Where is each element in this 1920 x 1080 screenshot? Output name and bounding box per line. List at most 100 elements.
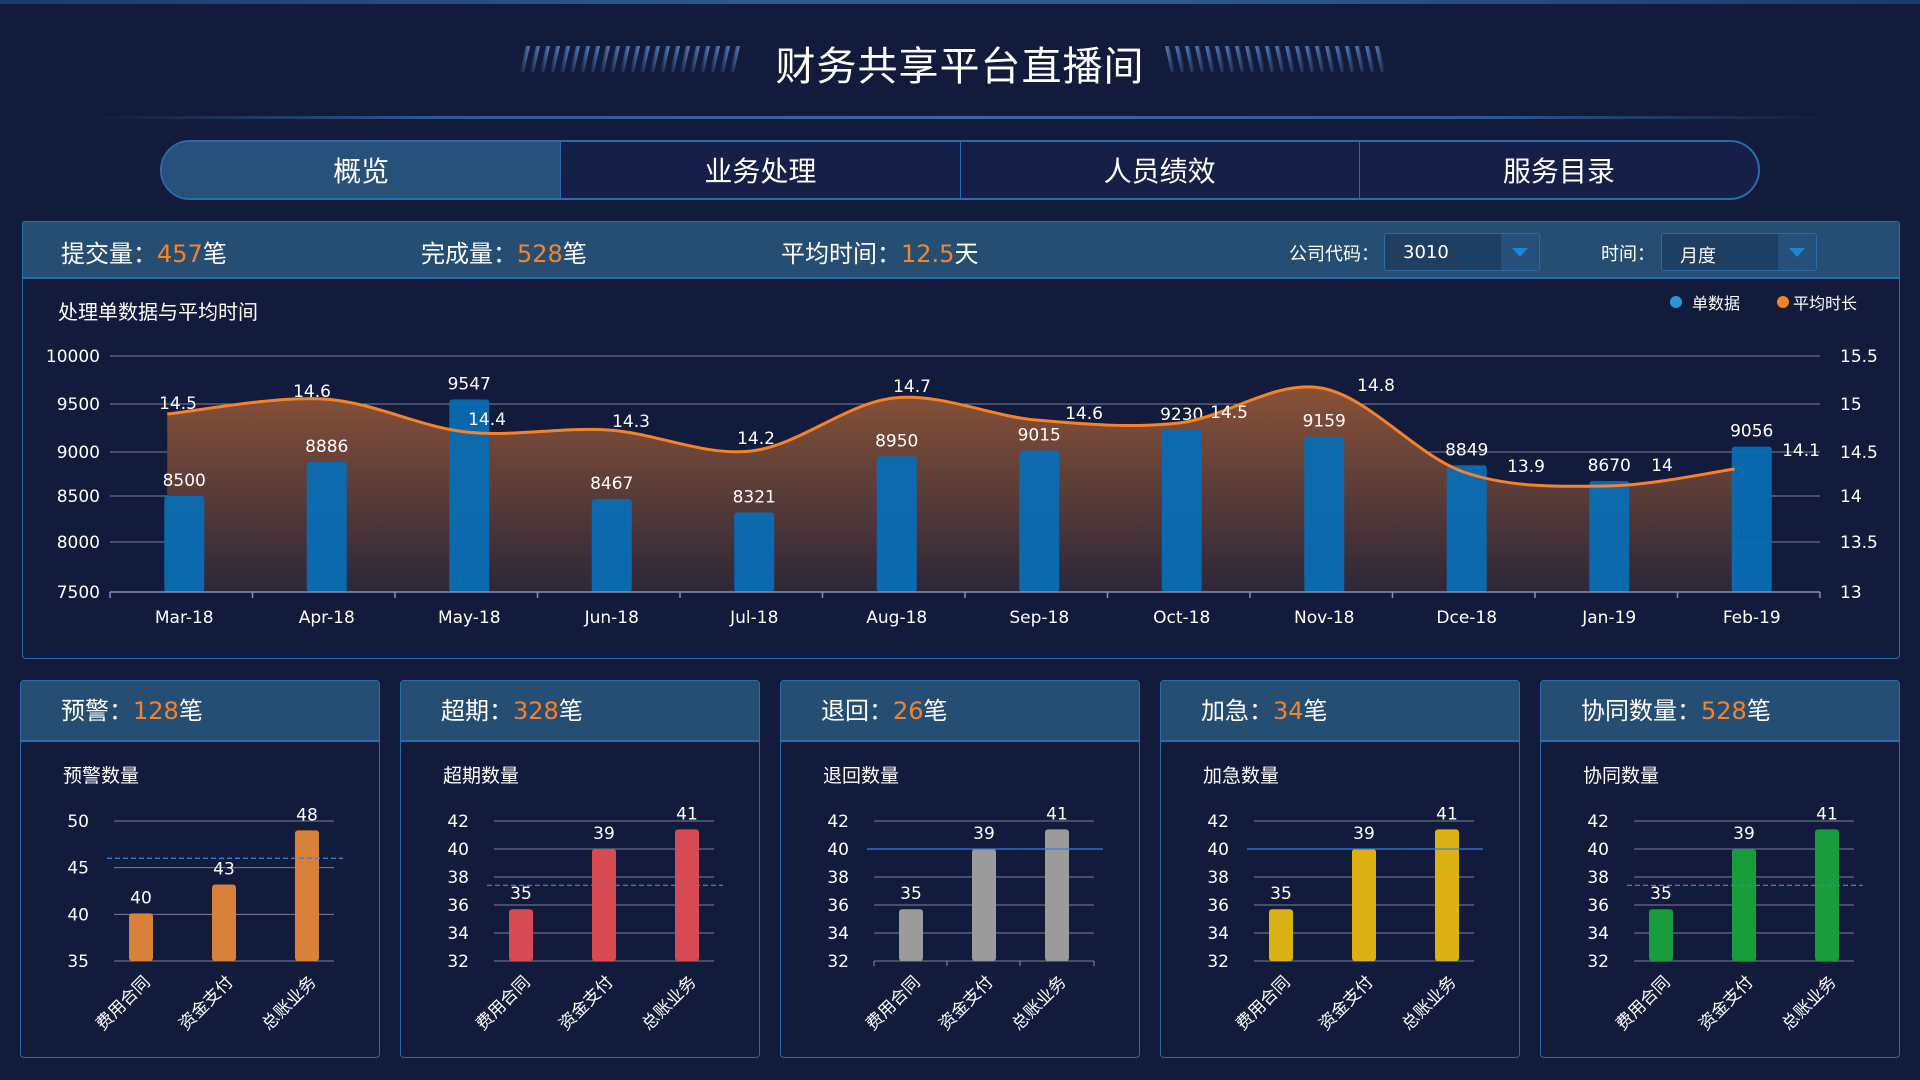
bar-orders[interactable] bbox=[734, 512, 775, 592]
metric-card: 超期：328笔 超期数量 32 34 36 38 40 42 35 费用合同 39 资金支付 41 总账业… bbox=[400, 680, 760, 1058]
y-tick-label: 32 bbox=[1587, 952, 1609, 972]
bar[interactable] bbox=[1649, 909, 1673, 961]
bar-orders[interactable] bbox=[876, 456, 917, 592]
line-value-label: 14.6 bbox=[293, 382, 331, 402]
y-tick-label: 34 bbox=[827, 924, 849, 944]
y-left-tick-label: 8500 bbox=[57, 487, 100, 507]
tab-staff-performance[interactable]: 人员绩效 bbox=[959, 142, 1359, 198]
y-tick-label: 38 bbox=[447, 868, 469, 888]
bar-value-label: 41 bbox=[1436, 804, 1458, 824]
stat-label: 提交量： bbox=[61, 240, 157, 268]
y-tick-label: 38 bbox=[1587, 868, 1609, 888]
bar-value-label: 48 bbox=[296, 805, 318, 825]
x-axis-label: Oct-18 bbox=[1153, 608, 1210, 628]
x-axis-label: Nov-18 bbox=[1294, 608, 1355, 628]
card-value: 528 bbox=[1701, 697, 1747, 725]
chevron-down-icon bbox=[1512, 247, 1528, 257]
bar-orders[interactable] bbox=[1731, 446, 1772, 592]
bar-orders[interactable] bbox=[591, 499, 632, 592]
company-code-value: 3010 bbox=[1403, 242, 1449, 263]
y-tick-label: 42 bbox=[827, 812, 849, 832]
x-axis-label: 费用合同 bbox=[92, 972, 154, 1034]
legend-dot-orange-icon bbox=[1777, 296, 1789, 308]
card-label: 加急： bbox=[1201, 697, 1273, 725]
y-right-tick-label: 15 bbox=[1840, 395, 1862, 415]
metric-card: 加急：34笔 加急数量 32 34 36 38 40 42 35 费用合同 39 资金支付 41 总账业务 bbox=[1160, 680, 1520, 1058]
bar-orders[interactable] bbox=[306, 462, 347, 592]
bar-orders[interactable] bbox=[1161, 429, 1202, 592]
time-dropdown-button[interactable] bbox=[1778, 234, 1816, 270]
y-left-tick-label: 8000 bbox=[57, 533, 100, 553]
y-right-tick-label: 14 bbox=[1840, 487, 1862, 507]
card-unit: 笔 bbox=[558, 697, 583, 725]
y-right-tick-label: 14.5 bbox=[1840, 443, 1878, 463]
company-code-label: 公司代码： bbox=[1289, 244, 1379, 265]
header: 财务共享平台直播间 bbox=[0, 0, 1920, 120]
card-chart-title: 退回数量 bbox=[823, 765, 900, 787]
bar[interactable] bbox=[212, 884, 236, 961]
x-axis-label: Jun-18 bbox=[584, 608, 639, 628]
bar[interactable] bbox=[592, 849, 616, 961]
bar[interactable] bbox=[972, 849, 996, 961]
bar-orders[interactable] bbox=[1589, 481, 1630, 592]
x-axis-label: Dce-18 bbox=[1436, 608, 1497, 628]
y-tick-label: 40 bbox=[67, 905, 89, 925]
legend-item-avg-duration[interactable]: 平均时长 bbox=[1777, 290, 1857, 314]
legend-label: 平均时长 bbox=[1793, 294, 1858, 313]
bar[interactable] bbox=[899, 909, 923, 961]
bar-value-label: 41 bbox=[676, 804, 698, 824]
metric-card: 退回：26笔 退回数量 32 34 36 38 40 42 35 费用合同 39 资金支付 41 总账业务 bbox=[780, 680, 1140, 1058]
bar[interactable] bbox=[1352, 849, 1376, 961]
x-axis-label: 资金支付 bbox=[935, 972, 997, 1034]
bar[interactable] bbox=[1815, 829, 1839, 961]
line-value-label: 14.1 bbox=[1782, 441, 1820, 461]
company-code-select[interactable]: 3010 bbox=[1384, 233, 1540, 271]
card-header: 加急：34笔 bbox=[1161, 681, 1519, 742]
stat-average-time: 平均时间：12.5天 bbox=[781, 234, 978, 269]
bar-value-label: 9547 bbox=[448, 374, 491, 394]
bar[interactable] bbox=[509, 909, 533, 961]
x-axis-label: 总账业务 bbox=[1778, 972, 1840, 1034]
tab-business-processing[interactable]: 业务处理 bbox=[560, 142, 959, 198]
company-code-dropdown-button[interactable] bbox=[1501, 234, 1539, 270]
main-chart-title: 处理单数据与平均时间 bbox=[58, 300, 258, 324]
bar[interactable] bbox=[295, 830, 319, 961]
bar[interactable] bbox=[129, 913, 153, 961]
page-title: 财务共享平台直播间 bbox=[775, 44, 1145, 90]
y-tick-label: 40 bbox=[1587, 840, 1609, 860]
bar-value-label: 39 bbox=[1353, 824, 1375, 844]
title-decoration-right-icon bbox=[1165, 46, 1385, 72]
bar-value-label: 9159 bbox=[1303, 412, 1346, 432]
x-axis-label: Jan-19 bbox=[1581, 608, 1636, 628]
bar[interactable] bbox=[1435, 829, 1459, 961]
x-axis-label: Mar-18 bbox=[155, 608, 214, 628]
legend-item-orders[interactable]: 单数据 bbox=[1670, 290, 1740, 314]
y-left-tick-label: 7500 bbox=[57, 583, 100, 603]
bar-orders[interactable] bbox=[1446, 465, 1487, 592]
tab-service-catalog[interactable]: 服务目录 bbox=[1358, 142, 1758, 198]
bar-value-label: 35 bbox=[1650, 884, 1672, 904]
y-tick-label: 38 bbox=[1207, 868, 1229, 888]
time-select[interactable]: 月度 bbox=[1661, 233, 1817, 271]
card-bar-chart: 35 40 45 50 40 费用合同 43 资金支付 48 总账业务 bbox=[67, 805, 343, 1035]
y-tick-label: 40 bbox=[1207, 840, 1229, 860]
bar[interactable] bbox=[1732, 849, 1756, 961]
tab-overview[interactable]: 概览 bbox=[162, 142, 561, 198]
bar-value-label: 39 bbox=[973, 824, 995, 844]
x-axis-label: 资金支付 bbox=[555, 972, 617, 1034]
bar-value-label: 8467 bbox=[590, 474, 633, 494]
bar-orders[interactable] bbox=[1019, 450, 1060, 592]
bar-orders[interactable] bbox=[449, 399, 490, 592]
card-bar-chart: 32 34 36 38 40 42 35 费用合同 39 资金支付 41 总账业务 bbox=[1587, 804, 1863, 1035]
bar[interactable] bbox=[675, 829, 699, 961]
bar[interactable] bbox=[1269, 909, 1293, 961]
card-unit: 笔 bbox=[923, 697, 948, 725]
bar-orders[interactable] bbox=[164, 496, 205, 592]
bar-value-label: 35 bbox=[1270, 884, 1292, 904]
x-axis-label: 费用合同 bbox=[1612, 972, 1674, 1034]
x-axis-label: 资金支付 bbox=[1315, 972, 1377, 1034]
bar[interactable] bbox=[1045, 829, 1069, 961]
bar-orders[interactable] bbox=[1304, 436, 1345, 592]
bar-value-label: 35 bbox=[900, 884, 922, 904]
x-axis-label: Feb-19 bbox=[1723, 608, 1781, 628]
